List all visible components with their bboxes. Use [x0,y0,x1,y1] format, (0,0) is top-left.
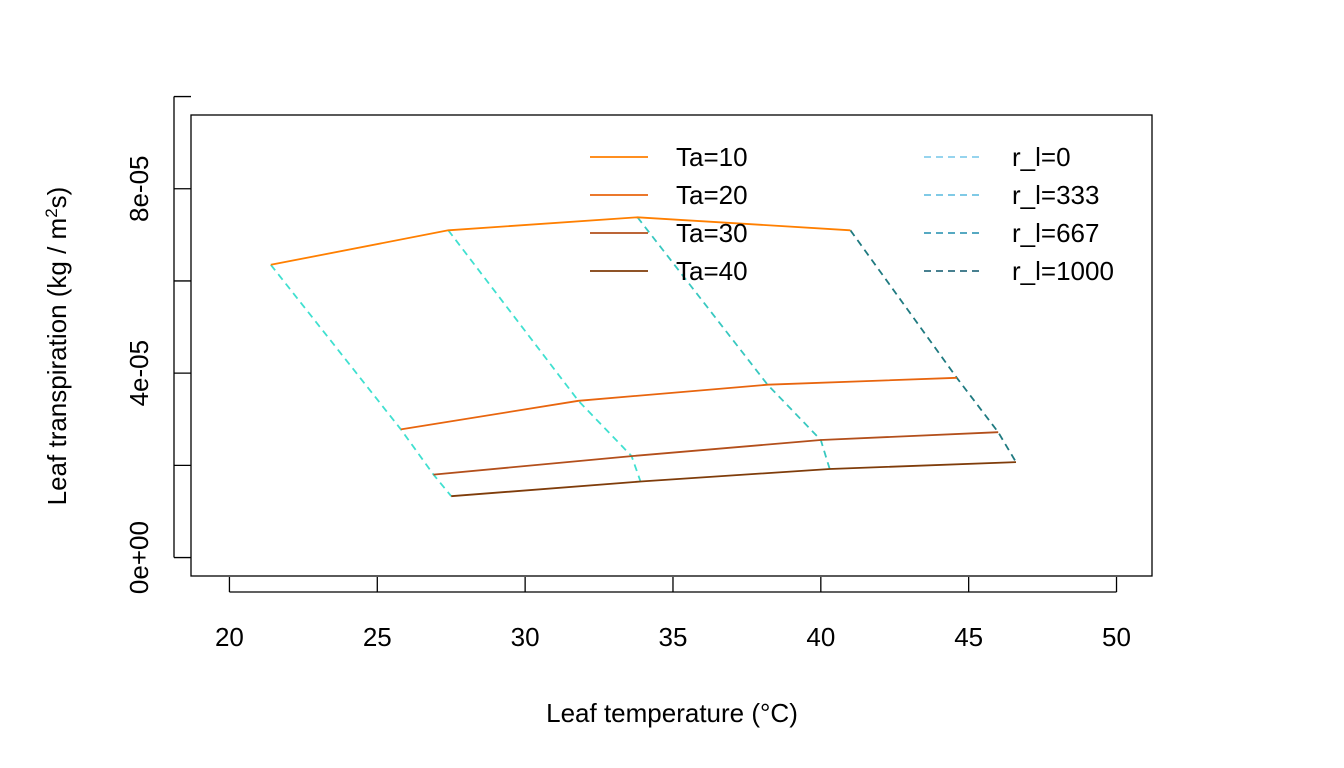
x-axis-title: Leaf temperature (°C) [546,698,798,728]
series-line-r-l-667 [636,216,831,470]
x-axis: 20 25 30 35 40 45 50 [215,577,1131,652]
legend-label-ta-30: Ta=30 [676,218,748,248]
y-tick-label: 0e+00 [124,521,154,594]
series-line-r-l-0 [270,264,452,497]
y-tick-label: 4e-05 [124,340,154,407]
legend-label-ta-10: Ta=10 [676,142,748,172]
y-axis-title-main: Leaf transpiration (kg / m [42,218,72,506]
legend: Ta=10 Ta=20 Ta=30 Ta=40 r_l=0 r_l=333 r_l=667r… [590,142,1114,286]
y-tick-label: 8e-05 [124,156,154,223]
series-line-ta-10 [270,216,851,266]
legend-label-ta-40: Ta=40 [676,256,748,286]
series-line-ta-30 [433,431,999,476]
y-axis-title-tail: s) [42,187,72,209]
y-axis-title-superscript: 2 [42,208,61,217]
legend-label-r-l-1000: r_l=1000 [1012,256,1114,286]
series-line-r-l-1000 [849,229,1017,463]
y-axis-title: Leaf transpiration (kg / m2s) [42,187,73,506]
legend-label-r-l-333: r_l=333 [1012,180,1099,210]
x-tick-label: 25 [363,622,392,652]
x-tick-label: 40 [806,622,835,652]
series-line-r-l-333 [447,229,642,482]
legend-label-r-l-667: r_l=667 [1012,218,1099,248]
x-tick-label: 35 [659,622,688,652]
x-tick-label: 50 [1102,622,1131,652]
legend-label-r-l-0: r_l=0 [1012,142,1071,172]
x-tick-label: 45 [954,622,983,652]
series-line-ta-40 [451,461,1017,498]
legend-label-ta-20: Ta=20 [676,180,748,210]
series-line-ta-20 [400,376,957,431]
x-tick-label: 20 [215,622,244,652]
plot-frame [190,114,1153,577]
y-axis: 0e+00 4e-05 8e-05 [124,95,191,594]
x-tick-label: 30 [511,622,540,652]
series-layer [270,216,1017,498]
